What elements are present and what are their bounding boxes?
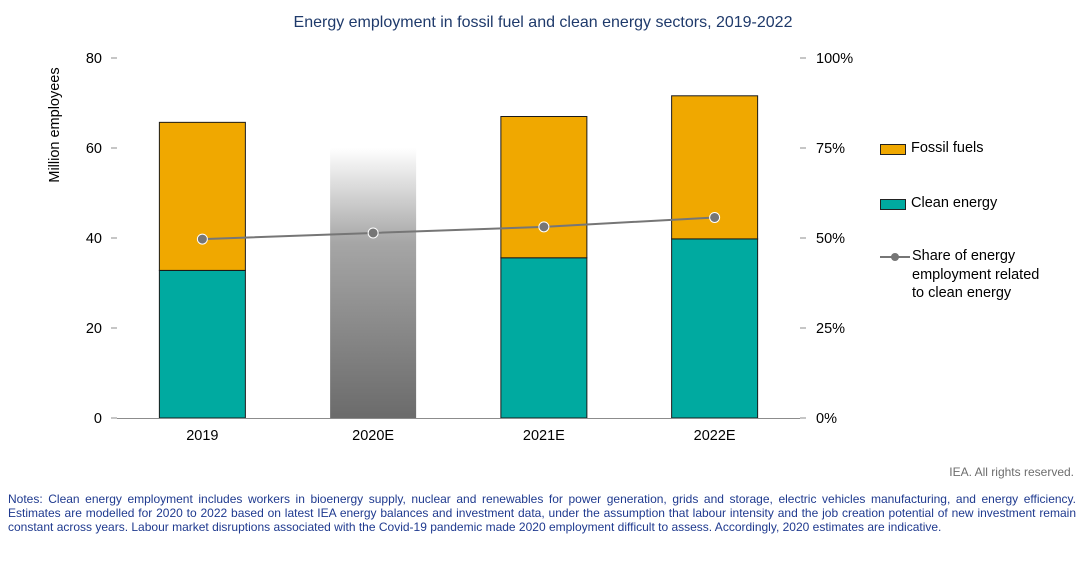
legend-label-share-line-3: to clean energy — [912, 285, 1012, 301]
share-line — [202, 216, 715, 241]
y-tick-label: 80 — [86, 51, 102, 67]
share-point — [709, 211, 721, 223]
y-axis-label: Million employees — [47, 67, 63, 182]
legend-label-share-line-1: Share of energy — [912, 248, 1016, 264]
legend-label-clean: Clean energy — [911, 195, 998, 211]
x-tick-label: 2021E — [523, 428, 565, 444]
legend-swatch-share — [880, 248, 910, 266]
y-tick-label: 0 — [94, 411, 102, 427]
bar-fossil-2019 — [158, 121, 246, 271]
y-tick-label: 60 — [86, 141, 102, 157]
legend-item-fossil: Fossil fuels — [880, 140, 984, 156]
legend-item-share: Share of energy employment related to cl… — [880, 248, 1039, 303]
y2-tick-label: 0% — [816, 411, 837, 427]
x-tick-label: 2019 — [186, 428, 218, 444]
y2-tick-label: 100% — [816, 51, 853, 67]
legend-swatch-fossil — [880, 144, 906, 155]
y2-tick-label: 50% — [816, 231, 845, 247]
y2-tick-label: 75% — [816, 141, 845, 157]
legend-label-fossil: Fossil fuels — [911, 140, 984, 156]
copyright-credit: IEA. All rights reserved. — [949, 465, 1074, 479]
legend-swatch-clean — [880, 199, 906, 210]
axes-layer — [111, 57, 806, 419]
chart-notes: Notes: Clean energy employment includes … — [8, 492, 1076, 535]
legend-label-share: Share of energy employment related to cl… — [912, 247, 1039, 303]
bar-clean-2022e — [671, 238, 759, 419]
bar-indicative-2020e — [330, 148, 417, 418]
y-tick-label: 20 — [86, 321, 102, 337]
bar-fossil-2021e — [500, 116, 588, 259]
bar-clean-2021e — [500, 257, 588, 419]
share-line-layer — [196, 211, 721, 245]
x-tick-label: 2022E — [694, 428, 736, 444]
share-point — [196, 233, 208, 245]
y2-tick-label: 25% — [816, 321, 845, 337]
labels-layer: 2019 2020E 2021E 2022E 0 20 40 60 80 0% 25% 50% 75% 1… — [47, 51, 853, 444]
chart-title: Energy employment in fossil fuel and cle… — [293, 14, 793, 31]
bar-clean-2019 — [158, 269, 246, 419]
x-tick-label: 2020E — [352, 428, 394, 444]
bars-layer — [158, 95, 759, 419]
share-point — [367, 227, 379, 239]
share-point — [538, 221, 550, 233]
legend-label-share-line-2: employment related — [912, 266, 1040, 283]
y-tick-label: 40 — [86, 231, 102, 247]
legend-item-clean: Clean energy — [880, 195, 997, 211]
